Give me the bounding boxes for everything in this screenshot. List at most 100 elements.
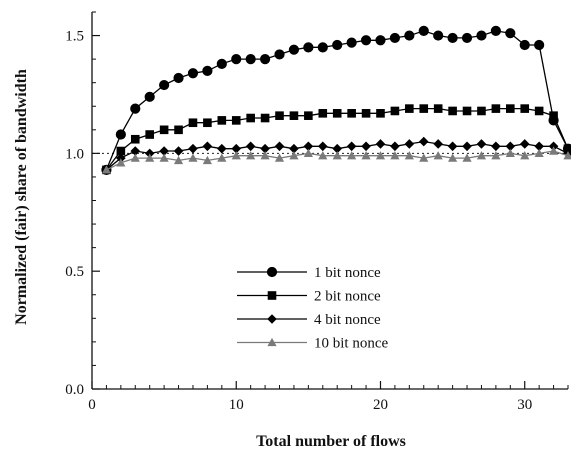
legend: 1 bit nonce 2 bit nonce 4 bit nonce 10 bit … [237,265,388,352]
data-point [548,141,559,152]
data-point [303,141,314,152]
data-point [188,143,198,154]
data-point [433,139,443,149]
data-point [549,111,558,120]
series-group [101,25,571,175]
data-point [115,129,126,140]
data-point [159,146,169,156]
data-point [187,68,199,79]
data-point [476,139,487,149]
x-axis-title: Total number of flows [256,433,406,450]
data-point [462,153,472,162]
data-point [346,37,357,48]
data-point [245,54,256,65]
data-point [375,151,386,160]
legend-marker [267,337,277,347]
legend-label: 1 bit nonce [314,265,381,281]
legend-item: 4 bit nonce [237,312,381,328]
data-point [289,143,299,154]
data-point [448,106,457,116]
data-point [274,141,285,152]
data-point [390,141,400,152]
data-point [245,141,256,152]
data-point [216,58,227,69]
data-point [505,148,515,158]
data-point [317,141,328,152]
data-point [288,44,300,55]
data-point [159,79,170,91]
x-tick-label: 10 [229,397,244,413]
data-point [202,155,212,165]
data-point [116,158,126,167]
data-point [173,146,184,156]
data-point [404,139,415,149]
legend-label: 2 bit nonce [314,289,381,305]
legend-item: 10 bit nonce [237,336,388,352]
legend-marker [267,291,277,300]
data-point [520,104,530,113]
data-point [259,54,271,65]
data-point [534,39,545,51]
data-point [231,54,242,65]
data-point [433,151,443,160]
data-point [260,151,270,160]
data-point [116,146,126,156]
data-point [433,104,443,113]
data-point [101,165,112,174]
axes: 0.0 0.5 1.0 1.5 0 10 20 30 [65,11,569,413]
series-4 [101,146,571,174]
data-point [347,151,357,160]
y-axis-title: Normalized (fair) share of bandwidth [13,69,30,325]
data-point [318,151,328,160]
data-point [231,143,242,154]
data-point [476,151,487,160]
data-point [246,151,256,160]
data-point [144,148,155,159]
data-point [188,153,198,162]
legend-marker [266,266,278,278]
data-point [173,72,184,84]
legend-item: 2 bit nonce [237,289,381,305]
data-point [346,141,357,152]
data-point [116,153,126,163]
data-point [144,91,155,102]
data-point [332,109,342,118]
data-point [534,106,544,116]
data-point [332,151,342,160]
data-point [389,32,401,44]
data-point [188,118,198,128]
data-point [361,151,371,160]
data-point [289,111,299,120]
data-point [145,153,155,162]
data-point [173,155,184,165]
data-point [419,104,429,113]
data-point [303,148,313,158]
data-point [490,25,501,36]
data-point [231,151,241,160]
data-point [505,28,516,39]
data-point [274,49,285,60]
data-point [448,153,458,162]
x-tick-label: 20 [373,397,388,413]
legend-item: 1 bit nonce [237,265,381,281]
y-tick-label: 0.0 [65,382,84,398]
data-point [304,111,313,120]
data-point [491,151,501,160]
data-point [275,111,284,120]
data-point [317,42,328,53]
data-point [375,139,386,149]
data-point [534,141,544,152]
data-point [274,153,285,162]
data-point [376,109,385,118]
data-point [174,125,183,135]
data-point [289,151,299,160]
data-point [260,143,270,154]
data-point [202,65,213,77]
data-point [145,130,154,139]
data-point [260,113,270,123]
data-point [405,104,414,113]
x-tick-label: 30 [517,397,532,413]
data-point [360,35,372,46]
data-point [390,151,400,160]
